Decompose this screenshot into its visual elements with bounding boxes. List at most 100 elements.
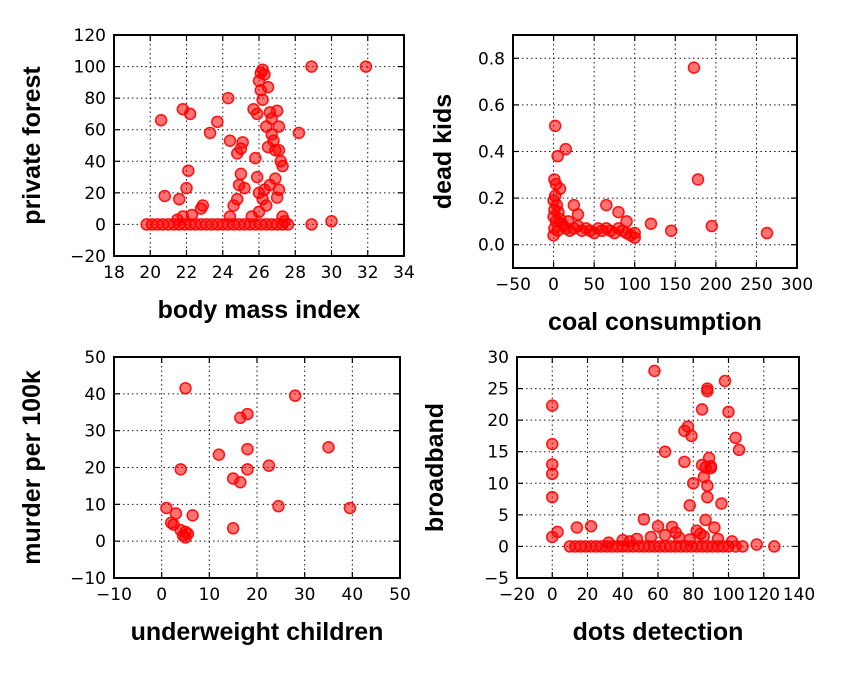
scatter-panel-dots-broadband: −20 0 20 40 60 80 100 120 140 −5 0 5 10 15 20 25 30 dots …	[421, 348, 815, 646]
y-tick-label: 15	[487, 443, 509, 463]
x-tick-label: 150	[659, 275, 691, 295]
x-axis-label: coal consumption	[548, 308, 762, 336]
x-tick-label: 20	[246, 585, 268, 605]
x-tick-label: 32	[357, 263, 379, 283]
data-point	[270, 191, 284, 204]
data-point	[359, 60, 373, 73]
data-point	[600, 198, 613, 212]
data-point	[305, 218, 318, 231]
x-tick-label: 10	[199, 585, 221, 605]
data-point	[683, 499, 696, 512]
data-point	[669, 526, 682, 539]
data-point	[559, 142, 572, 156]
data-point	[292, 126, 306, 140]
scatter-panel-underweight-murder: −10 0 10 20 30 40 50−1001020304050underweight …	[18, 348, 411, 646]
y-tick-label: 0.6	[478, 96, 505, 116]
x-tick-label: 22	[176, 263, 198, 283]
data-point	[322, 440, 335, 454]
y-tick-label: 0.0	[478, 236, 505, 256]
data-point	[250, 107, 264, 121]
y-axis-label: broadband	[421, 403, 449, 532]
data-point	[736, 540, 749, 553]
data-point	[343, 501, 357, 515]
data-point	[628, 231, 641, 244]
data-point	[325, 215, 338, 228]
x-tick-label: 80	[682, 585, 704, 605]
data-point	[704, 461, 718, 475]
data-point	[231, 192, 244, 206]
data-point	[708, 521, 721, 534]
data-point	[623, 535, 637, 548]
data-point	[718, 374, 732, 388]
data-point	[196, 199, 210, 212]
data-point	[261, 140, 275, 154]
data-point	[547, 229, 560, 242]
x-tick-label: 40	[342, 585, 364, 605]
data-point	[687, 477, 700, 490]
data-point	[687, 61, 701, 74]
data-point	[664, 224, 678, 237]
data-point	[546, 490, 559, 504]
data-point	[548, 119, 562, 133]
y-tick-label: 100	[74, 58, 106, 78]
y-tick-label: 40	[84, 152, 106, 172]
data-point	[546, 399, 559, 412]
x-tick-label: 26	[248, 263, 270, 283]
data-point	[276, 159, 289, 173]
x-tick-label: 50	[389, 585, 411, 605]
data-point	[691, 173, 705, 186]
data-point	[546, 467, 559, 481]
y-tick-label: −5	[484, 569, 509, 589]
x-tick-label: 24	[212, 263, 234, 283]
y-tick-label: 20	[84, 184, 106, 204]
data-point	[182, 164, 195, 178]
data-point	[750, 538, 763, 551]
data-point	[238, 181, 251, 195]
data-point	[256, 93, 269, 106]
x-tick-label: 200	[700, 275, 732, 295]
data-point	[651, 519, 665, 533]
data-point	[602, 536, 615, 549]
y-tick-label: 80	[84, 89, 106, 109]
y-tick-label: 30	[84, 422, 106, 442]
x-axis-label: body mass index	[158, 296, 361, 324]
data-point	[234, 475, 247, 489]
y-tick-label: −10	[70, 569, 106, 589]
x-tick-label: 60	[647, 585, 669, 605]
data-point	[158, 189, 171, 203]
x-tick-label: 20	[139, 263, 161, 283]
y-tick-label: 60	[84, 121, 106, 141]
x-tick-label: 30	[294, 585, 316, 605]
x-tick-label: 0	[547, 585, 558, 605]
x-tick-label: −20	[499, 585, 535, 605]
data-point	[699, 513, 712, 527]
data-point	[185, 208, 199, 222]
x-tick-label: 18	[103, 263, 125, 283]
x-axis-label: dots detection	[573, 618, 744, 646]
x-tick-label: 250	[740, 275, 772, 295]
x-tick-label: 300	[781, 275, 813, 295]
x-tick-label: −50	[495, 275, 531, 295]
x-tick-label: 28	[284, 263, 306, 283]
x-axis-label: underweight children	[131, 618, 384, 646]
data-point	[551, 149, 564, 163]
y-tick-label: 0.8	[478, 49, 505, 69]
data-point	[179, 382, 192, 395]
data-point	[694, 527, 707, 541]
data-point	[658, 445, 672, 458]
data-point	[711, 532, 725, 546]
data-point	[223, 210, 237, 223]
data-point	[695, 403, 709, 416]
data-point	[249, 151, 262, 165]
data-point	[160, 501, 173, 515]
data-point	[612, 205, 625, 219]
data-point	[211, 115, 224, 129]
x-tick-label: 100	[712, 585, 744, 605]
data-point	[701, 384, 714, 398]
data-point	[203, 126, 217, 140]
data-point	[241, 442, 254, 456]
data-point	[722, 405, 735, 419]
scatter-panel-coal-deadkids: −50 0 50 100 150 200 250 300 0.0 0.2 0.4 0.6 0.8 coal…	[429, 34, 813, 336]
y-axis-label: murder per 100k	[18, 370, 46, 565]
